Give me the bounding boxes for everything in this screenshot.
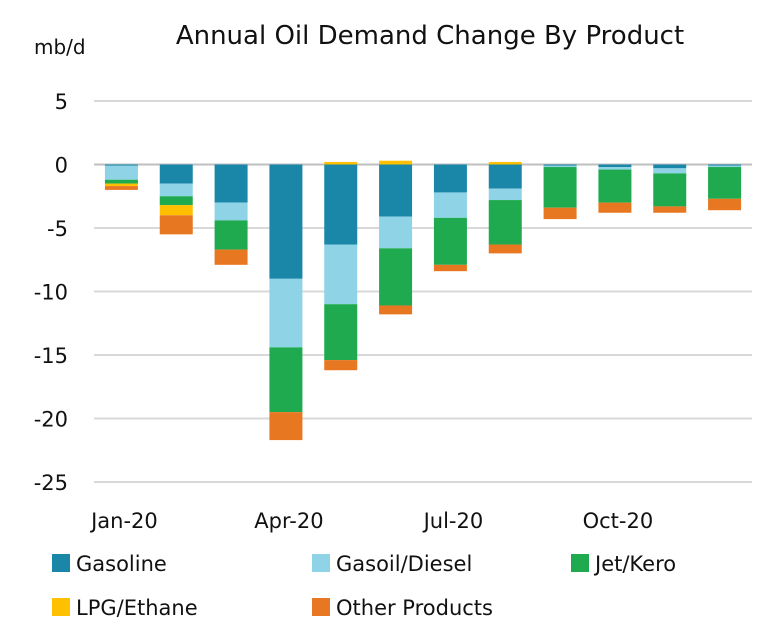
bar-segment-lpg-ethane-may-20 xyxy=(324,161,358,165)
y-tick-label: 0 xyxy=(55,154,68,178)
bar-segment-gasoline-sep-20 xyxy=(543,164,577,166)
bar-segment-gasoil-diesel-jul-20 xyxy=(433,192,467,218)
bar-segment-other-products-jun-20 xyxy=(379,305,413,315)
legend-swatch-gasoil-diesel xyxy=(312,554,330,572)
legend-label-jet-kero: Jet/Kero xyxy=(593,552,676,576)
bar-segment-gasoline-nov-20 xyxy=(653,164,687,169)
bar-segment-gasoil-diesel-jan-20 xyxy=(104,165,138,180)
y-tick-label: -25 xyxy=(34,471,68,495)
bar-segment-other-products-may-20 xyxy=(324,360,358,371)
bar-segment-gasoil-diesel-aug-20 xyxy=(488,188,522,201)
bar-segment-lpg-ethane-jun-20 xyxy=(379,160,413,165)
y-axis-ticks: 5 0 -5 -10 -15 -20 -25 xyxy=(34,90,68,495)
legend-label-gasoline: Gasoline xyxy=(76,552,167,576)
bar-segment-jet-kero-sep-20 xyxy=(543,167,577,208)
bar-segment-gasoil-diesel-oct-20 xyxy=(598,167,632,170)
bar-segment-gasoil-diesel-apr-20 xyxy=(269,278,303,348)
bar-segment-lpg-ethane-aug-20 xyxy=(488,161,522,165)
bar-segment-jet-kero-aug-20 xyxy=(488,200,522,245)
y-tick-label: -5 xyxy=(47,217,68,241)
y-tick-label: 5 xyxy=(55,90,68,114)
bar-segment-other-products-dec-20 xyxy=(708,198,742,211)
legend-swatch-jet-kero xyxy=(571,554,589,572)
x-tick-label: Jan-20 xyxy=(89,509,158,533)
bar-segment-other-products-jul-20 xyxy=(433,264,467,272)
bar-segment-gasoil-diesel-sep-20 xyxy=(543,165,577,168)
bar-segment-lpg-ethane-jan-20 xyxy=(104,183,138,187)
y-tick-label: -20 xyxy=(34,408,68,432)
bar-segment-gasoil-diesel-mar-20 xyxy=(214,202,248,221)
bar-segment-jet-kero-jan-20 xyxy=(104,179,138,184)
legend-label-lpg-ethane: LPG/Ethane xyxy=(76,596,198,620)
bar-segment-gasoil-diesel-jun-20 xyxy=(379,216,413,249)
legend-swatch-lpg-ethane xyxy=(52,598,70,616)
bar-segment-gasoline-jan-20 xyxy=(104,164,138,166)
legend-swatch-other-products xyxy=(312,598,330,616)
chart-title: Annual Oil Demand Change By Product xyxy=(176,21,684,51)
legend-label-other-products: Other Products xyxy=(336,596,493,620)
bar-segment-gasoline-oct-20 xyxy=(598,164,632,168)
bar-segment-jet-kero-feb-20 xyxy=(159,196,193,206)
y-tick-label: -15 xyxy=(34,344,68,368)
bar-segment-gasoline-apr-20 xyxy=(269,164,303,279)
bar-segment-gasoil-diesel-dec-20 xyxy=(708,165,742,168)
bar-segment-jet-kero-may-20 xyxy=(324,304,358,361)
bar-segment-jet-kero-jun-20 xyxy=(379,248,413,306)
bar-segment-jet-kero-oct-20 xyxy=(598,169,632,203)
bar-segment-other-products-sep-20 xyxy=(543,207,577,220)
bar-segment-lpg-ethane-feb-20 xyxy=(159,205,193,216)
bar-segment-gasoil-diesel-nov-20 xyxy=(653,168,687,174)
bar-segment-gasoil-diesel-feb-20 xyxy=(159,183,193,197)
legend-swatch-gasoline xyxy=(52,554,70,572)
legend-label-gasoil-diesel: Gasoil/Diesel xyxy=(336,552,472,576)
bar-segment-gasoline-aug-20 xyxy=(488,164,522,189)
bar-segment-jet-kero-apr-20 xyxy=(269,347,303,413)
bar-segment-gasoline-may-20 xyxy=(324,164,358,245)
gridlines xyxy=(94,100,752,483)
bar-segment-other-products-jan-20 xyxy=(104,186,138,190)
bar-segment-jet-kero-nov-20 xyxy=(653,173,687,207)
bars xyxy=(104,160,742,441)
x-tick-label: Jul-20 xyxy=(422,509,484,533)
bar-segment-gasoline-jul-20 xyxy=(433,164,467,193)
bar-segment-other-products-feb-20 xyxy=(159,215,193,235)
bar-segment-other-products-nov-20 xyxy=(653,206,687,213)
bar-segment-jet-kero-mar-20 xyxy=(214,220,248,250)
bar-segment-gasoline-feb-20 xyxy=(159,164,193,184)
bar-segment-jet-kero-jul-20 xyxy=(433,217,467,265)
y-axis-unit-label: mb/d xyxy=(34,35,86,59)
bar-segment-gasoline-jun-20 xyxy=(379,164,413,217)
bar-segment-jet-kero-dec-20 xyxy=(708,167,742,199)
x-tick-label: Oct-20 xyxy=(583,509,654,533)
bar-segment-other-products-apr-20 xyxy=(269,412,303,441)
y-tick-label: -10 xyxy=(34,281,68,305)
bar-segment-other-products-mar-20 xyxy=(214,249,248,265)
x-tick-label: Apr-20 xyxy=(254,509,323,533)
bar-segment-gasoline-mar-20 xyxy=(214,164,248,203)
bar-segment-other-products-oct-20 xyxy=(598,202,632,213)
bar-segment-other-products-aug-20 xyxy=(488,244,522,254)
legend: Gasoline Gasoil/Diesel Jet/Kero LPG/Ethane O… xyxy=(52,552,676,620)
bar-segment-gasoline-dec-20 xyxy=(708,164,742,166)
bar-segment-gasoil-diesel-may-20 xyxy=(324,244,358,305)
x-axis-ticks: Jan-20 Apr-20 Jul-20 Oct-20 xyxy=(89,509,653,533)
